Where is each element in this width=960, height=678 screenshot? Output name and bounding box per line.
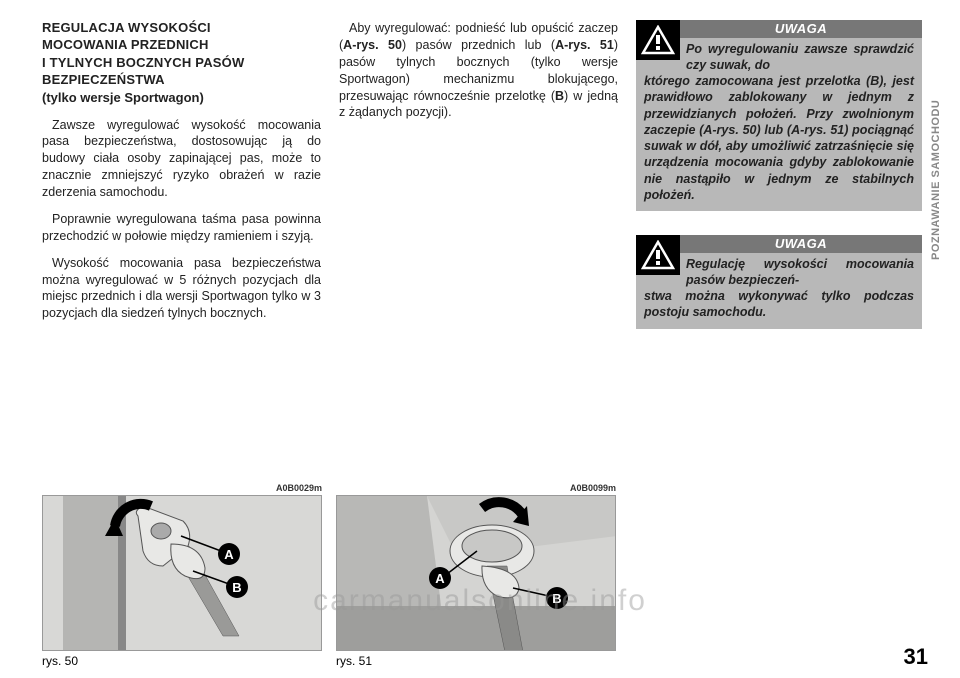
callout-a-label: A bbox=[435, 571, 445, 586]
paragraph: Poprawnie wyregulowana taśma pasa powinn… bbox=[42, 211, 321, 245]
callout-a-label: A bbox=[224, 547, 234, 562]
figures-row: A0B0029m bbox=[42, 483, 616, 668]
heading-line: BEZPIECZEŃSTWA bbox=[42, 72, 321, 88]
figure-code: A0B0099m bbox=[336, 483, 616, 493]
warning-title: UWAGA bbox=[680, 20, 922, 38]
ref: B bbox=[555, 89, 564, 103]
figure-50: A0B0029m bbox=[42, 483, 322, 668]
section-label-vertical: POZNAWANIE SAMOCHODU bbox=[930, 10, 946, 260]
warning-box: UWAGA Regulację wysokości mocowania pasó… bbox=[636, 235, 922, 329]
heading-line: I TYLNYCH BOCZNYCH PASÓW bbox=[42, 55, 321, 71]
warning-icon bbox=[636, 20, 680, 60]
warning-box: UWAGA Po wyregulowaniu zawsze sprawdzić … bbox=[636, 20, 922, 211]
warning-lead: Po wyregulowaniu zawsze sprawdzić czy su… bbox=[680, 38, 922, 74]
figure-image: A B bbox=[336, 495, 616, 651]
warning-body: którego zamocowana jest przelotka (B), j… bbox=[636, 73, 922, 211]
page-number: 31 bbox=[904, 644, 928, 670]
column-2: Aby wyregulować: podnieść lub opuścić za… bbox=[339, 20, 618, 353]
content-columns: REGULACJA WYSOKOŚCI MOCOWANIA PRZEDNICH … bbox=[42, 20, 922, 353]
warning-lead: Regulację wysokości mocowania pasów bezp… bbox=[680, 253, 922, 289]
paragraph: Wysokość mocowania pasa bezpieczeństwa m… bbox=[42, 255, 321, 323]
ref: A-rys. 51 bbox=[555, 38, 614, 52]
warning-title: UWAGA bbox=[680, 235, 922, 253]
callout-b-label: B bbox=[232, 580, 241, 595]
callout-b-label: B bbox=[552, 591, 561, 606]
paragraph: Aby wyregulować: podnieść lub opuścić za… bbox=[339, 20, 618, 121]
heading-subtitle: (tylko wersje Sportwagon) bbox=[42, 89, 321, 107]
warning-body: stwa można wykonywać tylko podczas posto… bbox=[636, 288, 922, 329]
paragraph: Zawsze wyregulować wysokość mocowania pa… bbox=[42, 117, 321, 201]
text: ) pasów przednich lub ( bbox=[402, 38, 555, 52]
heading-line: REGULACJA WYSOKOŚCI bbox=[42, 20, 321, 36]
figure-image: A B bbox=[42, 495, 322, 651]
heading-line: MOCOWANIA PRZEDNICH bbox=[42, 37, 321, 53]
figure-caption: rys. 50 bbox=[42, 654, 322, 668]
column-3: UWAGA Po wyregulowaniu zawsze sprawdzić … bbox=[636, 20, 922, 353]
figure-caption: rys. 51 bbox=[336, 654, 616, 668]
warning-header: UWAGA Po wyregulowaniu zawsze sprawdzić … bbox=[636, 20, 922, 73]
warning-header: UWAGA Regulację wysokości mocowania pasó… bbox=[636, 235, 922, 288]
manual-page: POZNAWANIE SAMOCHODU REGULACJA WYSOKOŚCI… bbox=[0, 0, 960, 678]
figure-51: A0B0099m bbox=[336, 483, 616, 668]
column-1: REGULACJA WYSOKOŚCI MOCOWANIA PRZEDNICH … bbox=[42, 20, 321, 353]
ref: A-rys. 50 bbox=[343, 38, 402, 52]
warning-icon bbox=[636, 235, 680, 275]
figure-code: A0B0029m bbox=[42, 483, 322, 493]
